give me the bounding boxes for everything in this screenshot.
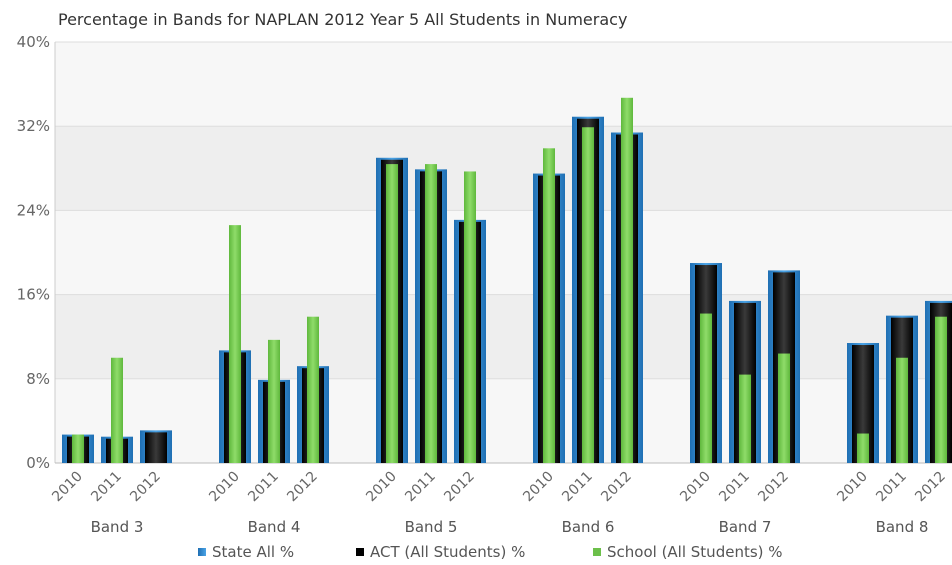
bar-act	[852, 345, 874, 463]
x-tick-label: 2011	[559, 469, 596, 506]
x-tick-label: 2010	[206, 469, 243, 506]
y-tick-label: 40%	[17, 33, 50, 51]
x-group-label: Band 4	[248, 518, 301, 536]
plot-band	[55, 42, 952, 127]
bar-school	[739, 374, 751, 463]
bar-school	[268, 339, 280, 463]
x-tick-label: 2012	[441, 469, 478, 506]
x-tick-label: 2010	[49, 469, 86, 506]
bar-school	[621, 97, 633, 463]
bar-act	[145, 432, 167, 463]
legend-label: School (All Students) %	[607, 543, 783, 561]
x-group-label: Band 7	[719, 518, 772, 536]
legend-swatch	[198, 548, 206, 556]
x-tick-label: 2012	[284, 469, 321, 506]
bar-school	[307, 316, 319, 463]
chart-title: Percentage in Bands for NAPLAN 2012 Year…	[58, 10, 627, 29]
gridlines	[54, 41, 952, 464]
x-group-label: Band 5	[405, 518, 458, 536]
x-tick-label: 2010	[677, 469, 714, 506]
x-tick-label: 2011	[88, 469, 125, 506]
bar-school	[229, 225, 241, 463]
x-tick-label: 2011	[716, 469, 753, 506]
x-tick-label: 2012	[912, 469, 949, 506]
y-axis: 0% 8% 16% 24% 32% 40%	[17, 33, 50, 472]
bar-school	[896, 357, 908, 463]
bar-school	[778, 353, 790, 463]
x-tick-label: 2011	[873, 469, 910, 506]
x-tick-label: 2010	[834, 469, 871, 506]
x-tick-label: 2011	[245, 469, 282, 506]
legend-swatch	[593, 548, 601, 556]
x-group-label: Band 3	[91, 518, 144, 536]
y-tick-label: 16%	[17, 286, 50, 304]
bar-school	[700, 313, 712, 463]
x-tick-label: 2010	[520, 469, 557, 506]
y-tick-label: 8%	[26, 370, 50, 388]
legend-label: ACT (All Students) %	[370, 543, 525, 561]
bar-school	[543, 148, 555, 464]
bar-school	[935, 316, 947, 463]
y-tick-label: 0%	[26, 454, 50, 472]
x-tick-label: 2012	[598, 469, 635, 506]
bar-school	[72, 434, 84, 463]
legend-swatch	[356, 548, 364, 556]
x-group-label: Band 6	[562, 518, 615, 536]
plot-band	[55, 126, 952, 211]
x-tick-label: 2011	[402, 469, 439, 506]
bar-school	[582, 127, 594, 463]
bar-school	[857, 433, 869, 463]
bar-school	[111, 357, 123, 463]
plot-band	[55, 210, 952, 295]
x-tick-label: 2010	[363, 469, 400, 506]
y-tick-label: 32%	[17, 117, 50, 135]
x-tick-label: 2012	[127, 469, 164, 506]
x-tick-label: 2012	[755, 469, 792, 506]
plot-background	[55, 42, 952, 463]
bar-school	[464, 171, 476, 463]
bar-school	[386, 164, 398, 463]
bars	[62, 97, 952, 464]
legend: State All % ACT (All Students) % School (A…	[198, 543, 783, 561]
plot-band	[55, 378, 952, 463]
legend-label: State All %	[212, 543, 294, 561]
x-group-label: Band 8	[876, 518, 929, 536]
y-tick-label: 24%	[17, 201, 50, 219]
bar-school	[425, 164, 437, 463]
plot-band	[55, 294, 952, 379]
